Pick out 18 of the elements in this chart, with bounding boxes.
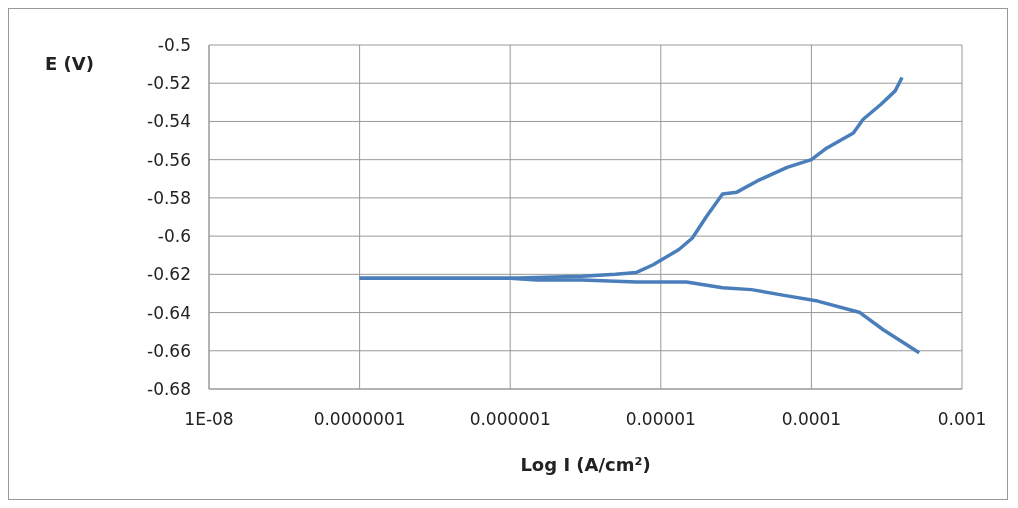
- y-tick-label: -0.68: [147, 379, 191, 400]
- x-tick-label: 1E-08: [184, 409, 234, 430]
- x-tick-label: 0.001: [937, 409, 987, 430]
- y-tick-label: -0.54: [147, 111, 191, 132]
- y-tick-label: -0.52: [147, 73, 191, 94]
- x-axis-title: Log I (A/cm²): [520, 454, 651, 475]
- y-tick-label: -0.5: [157, 35, 191, 56]
- x-tick-label: 0.0000001: [313, 409, 406, 430]
- y-tick-label: -0.6: [157, 226, 191, 247]
- y-tick-label: -0.58: [147, 187, 191, 208]
- x-tick-label: 0.0001: [781, 409, 842, 430]
- x-tick-label: 0.000001: [469, 409, 551, 430]
- y-tick-label: -0.64: [147, 302, 191, 323]
- y-tick-label: -0.62: [147, 264, 191, 285]
- x-tick-label: 0.00001: [625, 409, 696, 430]
- y-tick-label: -0.56: [147, 149, 191, 170]
- y-tick-label: -0.66: [147, 340, 191, 361]
- y-axis-title: E (V): [45, 53, 94, 74]
